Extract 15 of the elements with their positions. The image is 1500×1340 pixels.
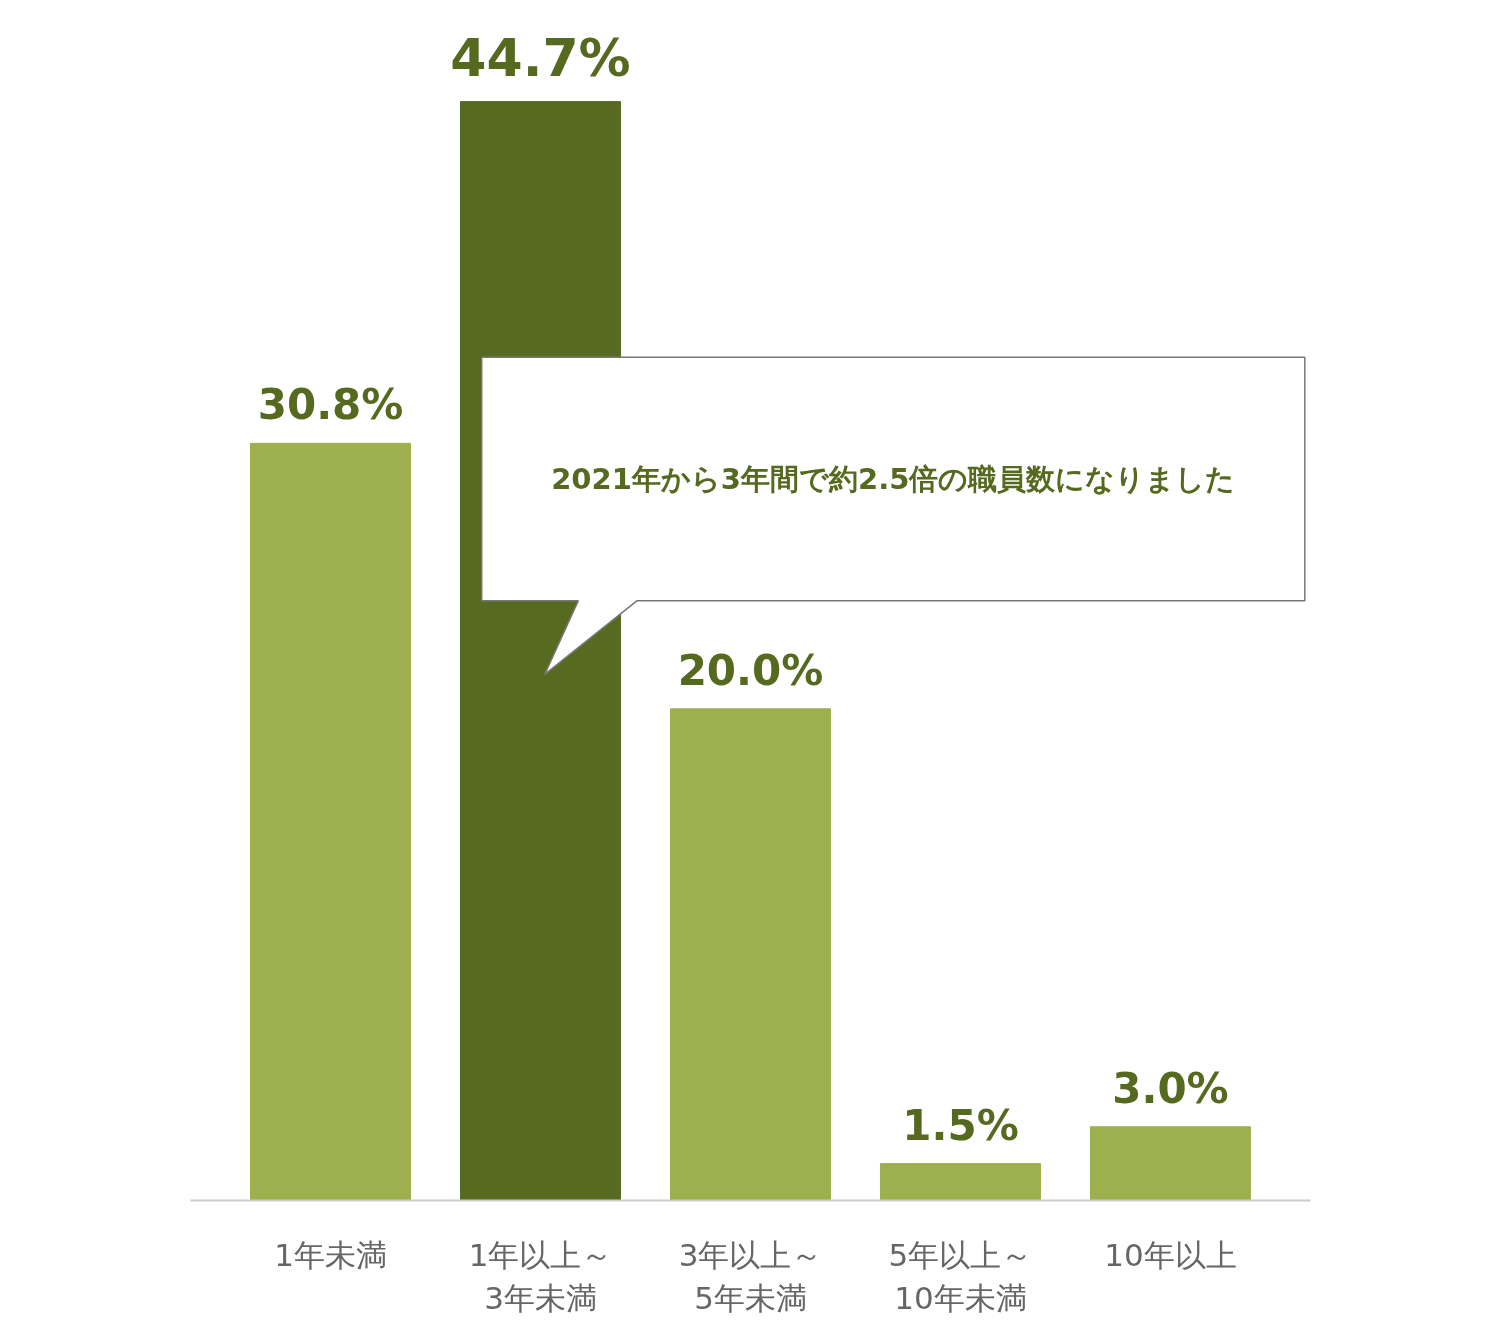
data-label: 1.5% (902, 1100, 1019, 1150)
data-label: 3.0% (1112, 1063, 1229, 1113)
x-tick-label: 10年以上 (1104, 1236, 1237, 1273)
x-tick-label: 1年以上～ 3年未満 (468, 1236, 613, 1316)
annotation: 2021年から3年間で約2.5倍の職員数になりました (551, 461, 1236, 496)
data-label: 30.8% (257, 380, 404, 430)
bar (670, 708, 831, 1201)
bar (250, 442, 412, 1201)
x-tick-label: 3年以上～ 5年未満 (678, 1236, 823, 1316)
x-tick-label: 1年未満 (274, 1236, 387, 1273)
x-tick-label: 5年以上～ 10年未満 (888, 1236, 1033, 1316)
bar (1089, 1126, 1251, 1201)
data-label: 44.7% (450, 27, 631, 88)
data-label: 20.0% (677, 645, 824, 695)
bar (879, 1163, 1041, 1201)
